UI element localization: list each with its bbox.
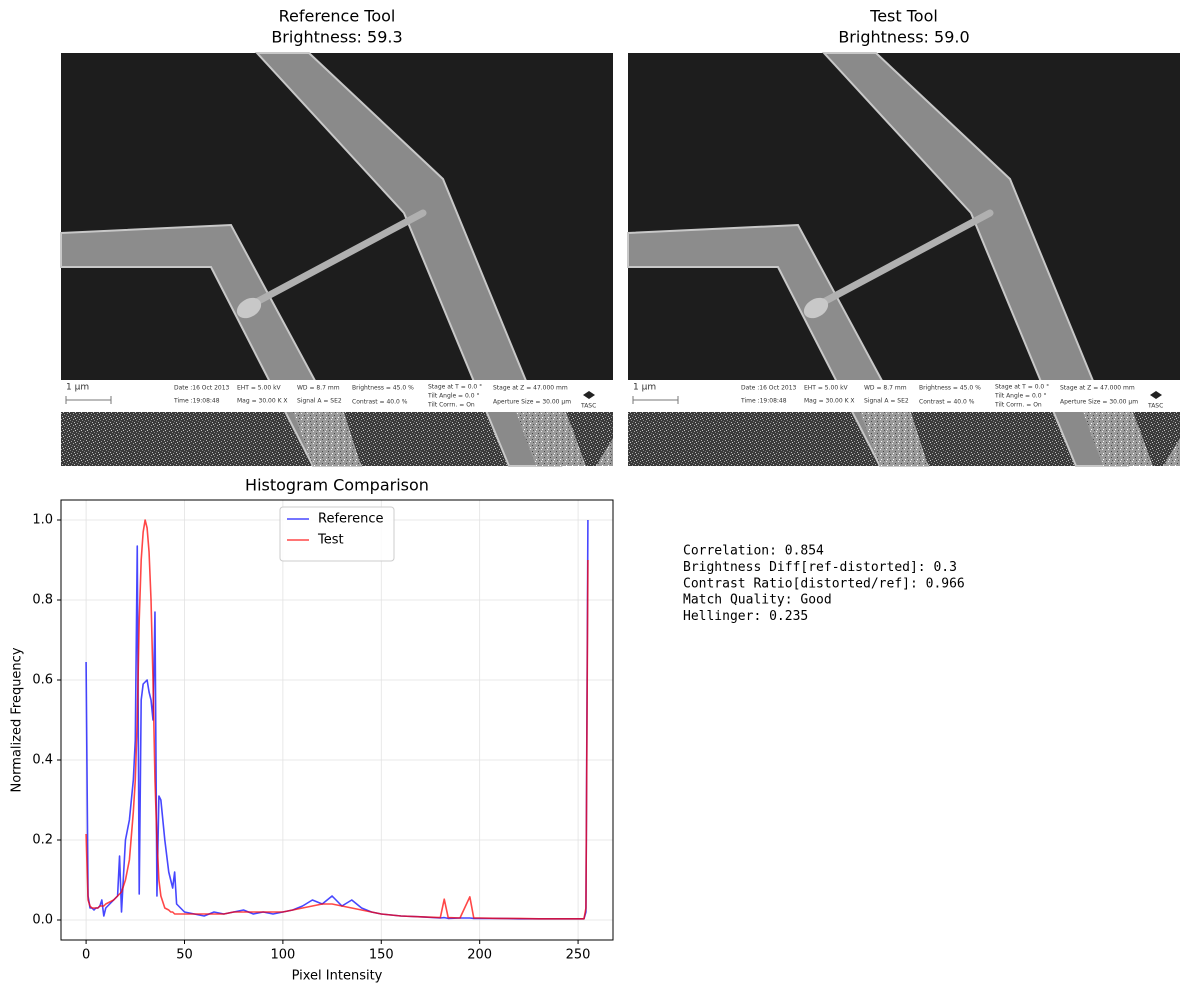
x-tick-label: 150 xyxy=(369,948,394,963)
info-text: Tilt Angle = 0.0 ° xyxy=(994,393,1046,400)
info-text: EHT = 5.00 kV xyxy=(804,385,849,392)
y-tick-label: 0.4 xyxy=(32,753,53,768)
info-text: 1 µm xyxy=(66,383,89,393)
logo-icon xyxy=(1150,391,1162,399)
stat-line: Contrast Ratio[distorted/ref]: 0.966 xyxy=(683,576,965,591)
stat-line: Match Quality: Good xyxy=(683,593,832,608)
image-subtitle: Brightness: 59.3 xyxy=(271,28,402,47)
info-text: Mag = 30.00 K X xyxy=(237,398,288,405)
info-text: TASC xyxy=(1147,403,1163,410)
legend-label: Reference xyxy=(318,512,383,527)
logo-icon xyxy=(583,391,595,399)
info-text: Aperture Size = 30.00 µm xyxy=(493,399,571,406)
x-tick-label: 50 xyxy=(176,948,193,963)
stat-line: Brightness Diff[ref-distorted]: 0.3 xyxy=(683,560,957,575)
electrode-noise xyxy=(516,412,586,466)
info-text: Stage at Z = 47.000 mm xyxy=(493,385,568,392)
image-title: Reference Tool xyxy=(279,7,396,26)
y-tick-label: 0.2 xyxy=(32,833,53,848)
info-text: WD = 8.7 mm xyxy=(864,385,907,392)
info-text: Date :16 Oct 2013 xyxy=(741,385,797,392)
sem-image: 1 µm Date :16 Oct 2013 Time :19:08:48 EHT =… xyxy=(627,52,1180,467)
x-axis-label: Pixel Intensity xyxy=(292,969,383,984)
y-tick-label: 0.0 xyxy=(32,913,53,928)
info-bar xyxy=(628,380,1180,412)
line-series xyxy=(85,519,589,920)
info-bar xyxy=(61,380,613,412)
plot-frame xyxy=(60,499,614,941)
info-text: Brightness = 45.0 % xyxy=(352,385,414,392)
histogram-chart: 0 50 100 150 200 250 0.0 0.2 0.4 0.6 0.8 1.0 Histogr… xyxy=(10,476,614,984)
image-subtitle: Brightness: 59.0 xyxy=(838,28,969,47)
image-title: Test Tool xyxy=(869,7,938,26)
legend-box xyxy=(279,506,395,562)
x-tick-label: 200 xyxy=(467,948,492,963)
info-text: Contrast = 40.0 % xyxy=(919,399,975,406)
nanowire-end xyxy=(236,297,262,319)
legend-label: Test xyxy=(317,533,344,548)
info-text: EHT = 5.00 kV xyxy=(237,385,282,392)
nanowire xyxy=(247,209,427,309)
info-text: Contrast = 40.0 % xyxy=(352,399,408,406)
info-text: Stage at T = 0.0 ° xyxy=(428,384,482,391)
info-text: Mag = 30.00 K X xyxy=(804,398,855,405)
sem-image: 1 µm Date :16 Oct 2013 Time :19:08:48 EHT =… xyxy=(60,52,613,467)
y-tick-label: 0.8 xyxy=(32,593,53,608)
info-text: Tilt Corrn. = On xyxy=(994,402,1042,409)
info-text: Stage at T = 0.0 ° xyxy=(995,384,1049,391)
info-text: Tilt Angle = 0.0 ° xyxy=(427,393,479,400)
electrode-noise xyxy=(1083,412,1153,466)
info-text: 1 µm xyxy=(633,383,656,393)
electrode-noise xyxy=(293,412,361,466)
x-tick-label: 100 xyxy=(270,948,295,963)
x-tick-label: 0 xyxy=(82,948,90,963)
line-series xyxy=(85,519,589,920)
info-text: Signal A = SE2 xyxy=(864,398,909,405)
x-tick-label: 250 xyxy=(566,948,591,963)
info-text: Date :16 Oct 2013 xyxy=(174,385,230,392)
chart-title: Histogram Comparison xyxy=(245,476,429,495)
info-text: Stage at Z = 47.000 mm xyxy=(1060,385,1135,392)
info-text: Time :19:08:48 xyxy=(740,398,787,405)
nanowire-end xyxy=(803,297,829,319)
y-tick-label: 0.6 xyxy=(32,673,53,688)
info-text: Brightness = 45.0 % xyxy=(919,385,981,392)
info-text: Signal A = SE2 xyxy=(297,398,342,405)
stat-line: Hellinger: 0.235 xyxy=(683,609,808,624)
stat-line: Correlation: 0.854 xyxy=(683,544,824,559)
electrode-noise xyxy=(596,438,613,466)
info-text: WD = 8.7 mm xyxy=(297,385,340,392)
info-text: Tilt Corrn. = On xyxy=(427,402,475,409)
y-axis-label: Normalized Frequency xyxy=(10,647,25,792)
info-text: Aperture Size = 30.00 µm xyxy=(1060,399,1138,406)
electrode-noise xyxy=(860,412,928,466)
info-text: TASC xyxy=(580,403,596,410)
info-text: Time :19:08:48 xyxy=(173,398,220,405)
y-tick-label: 1.0 xyxy=(32,513,53,528)
electrode-noise xyxy=(1163,438,1180,466)
nanowire xyxy=(814,209,994,309)
